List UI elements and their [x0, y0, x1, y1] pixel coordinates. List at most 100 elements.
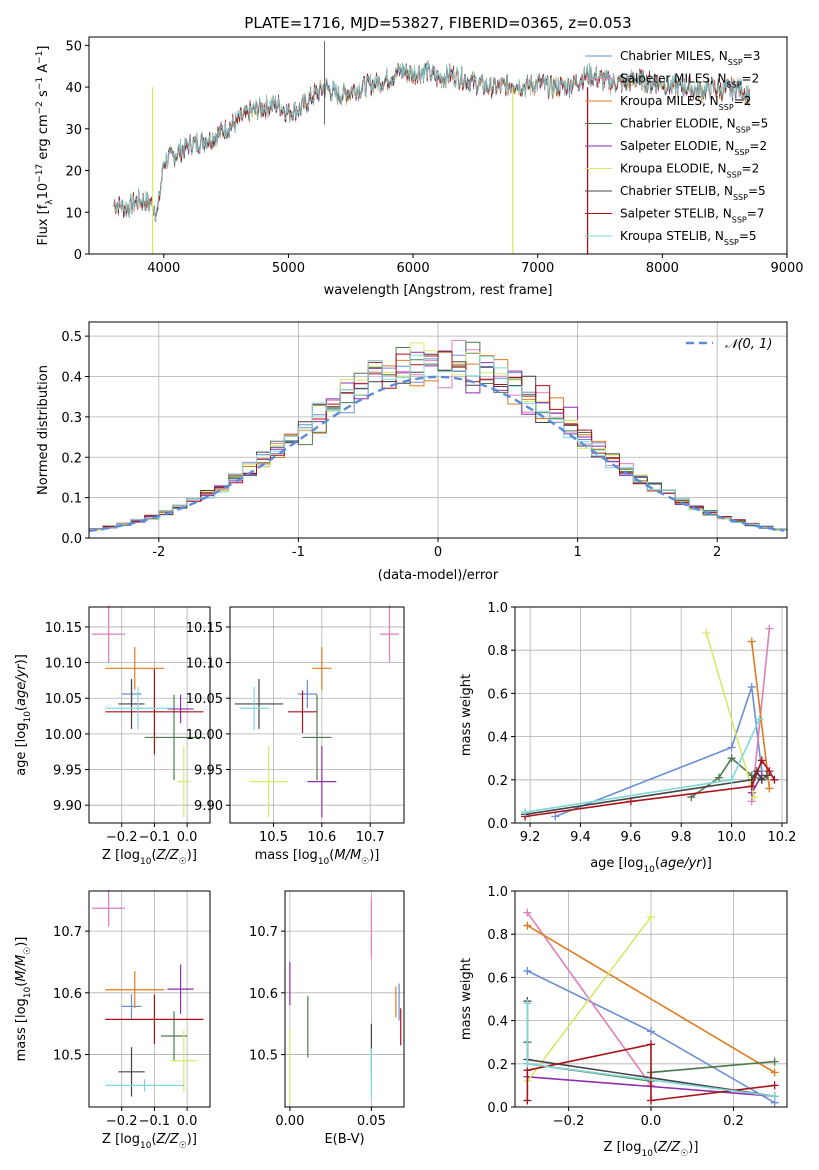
- y-tick-label: 10.7: [249, 925, 278, 940]
- y-tick-label: 10.05: [186, 692, 223, 707]
- x-axis-label: Z [log10(Z/Z☉)]: [102, 1132, 197, 1151]
- weight-point-marker: [727, 743, 736, 752]
- x-axis-label: age [log10(age/yr)]: [590, 856, 712, 875]
- weight-point-marker: [757, 756, 766, 765]
- x-axis-label: (data-model)/error: [378, 568, 499, 583]
- x-tick-label: -2: [152, 545, 165, 560]
- weight-point-marker: [747, 782, 756, 791]
- weight-point-marker: [647, 1040, 655, 1049]
- weight-point-marker: [647, 1096, 655, 1105]
- y-tick-label: 0.4: [61, 371, 82, 386]
- weight-series-line: [524, 718, 761, 813]
- weight-point-marker: [702, 628, 711, 637]
- x-tick-label: −0.2: [106, 830, 138, 845]
- weight-point-marker: [757, 775, 766, 784]
- x-tick-label: 0.00: [275, 1114, 304, 1129]
- axes-frame: [88, 36, 788, 255]
- axes-frame: [88, 606, 211, 824]
- legend-label: Chabrier MILES, NSSP=3: [620, 49, 760, 67]
- x-tick-label: −0.2: [106, 1114, 138, 1129]
- normal-curve: [88, 375, 785, 533]
- y-tick-label: 30: [65, 123, 82, 138]
- y-tick-label: 10.15: [186, 621, 223, 636]
- x-tick-label: -1: [292, 545, 305, 560]
- weight-point-marker: [523, 908, 532, 917]
- y-tick-label: 10.6: [53, 987, 82, 1002]
- x-tick-label: 9.8: [671, 830, 692, 845]
- weight-point-marker: [765, 784, 774, 793]
- axes-frame: [284, 890, 405, 1108]
- legend-label: 𝒩(0, 1): [725, 337, 772, 352]
- x-tick-label: 8000: [646, 261, 679, 276]
- y-tick-label: 10.00: [45, 728, 82, 743]
- y-tick-label: 10.6: [249, 987, 278, 1002]
- weight-point-marker: [523, 966, 532, 975]
- weight-point-marker: [770, 775, 779, 784]
- weight-series-line: [750, 641, 771, 789]
- x-tick-label: 0.05: [357, 1114, 386, 1129]
- y-axis-label: Flux [fλ10−17 erg cm−2 s−1 A−1]: [35, 46, 55, 246]
- y-tick-label: 10.15: [45, 621, 82, 636]
- weight-point-marker: [647, 912, 655, 921]
- x-tick-label: 0.2: [723, 1114, 744, 1129]
- y-tick-label: 0.0: [61, 532, 82, 547]
- y-tick-label: 1.0: [487, 885, 508, 900]
- y-tick-label: 0.5: [61, 330, 82, 345]
- weight-series-line: [526, 924, 776, 1074]
- x-tick-label: 10.0: [717, 830, 746, 845]
- weight-point-marker: [727, 754, 736, 763]
- x-axis-label: E(B-V): [324, 1132, 364, 1147]
- weight-series-line: [555, 686, 763, 818]
- weight_vs_Z-axes: −0.2 0.0 0.2 0.0 0.2 0.4 0.6 0.8 1.0: [487, 885, 788, 1129]
- x-tick-label: 0.0: [641, 1114, 662, 1129]
- weight-point-marker: [750, 793, 759, 802]
- y-axis-label: mass [log10(M/M☉)]: [14, 937, 33, 1062]
- x-tick-label: −0.2: [553, 1114, 585, 1129]
- weight-point-marker: [521, 808, 530, 817]
- weight-series-line: [526, 916, 652, 1082]
- legend-label: Kroupa STELIB, NSSP=5: [620, 229, 757, 247]
- weight-point-marker: [770, 1068, 779, 1077]
- x-tick-label: −0.1: [139, 830, 171, 845]
- y-tick-label: 9.95: [194, 764, 223, 779]
- x-tick-label: 9000: [770, 261, 803, 276]
- weight-point-marker: [727, 775, 736, 784]
- weight-point-marker: [523, 921, 532, 930]
- y-tick-label: 0.2: [487, 1058, 508, 1073]
- y-tick-label: 0.0: [487, 1101, 508, 1116]
- y-tick-label: 40: [65, 81, 82, 96]
- x-tick-label: 9.6: [621, 830, 642, 845]
- y-tick-label: 0.0: [487, 817, 508, 832]
- weight-series-line: [705, 632, 756, 798]
- legend-label: Chabrier ELODIE, NSSP=5: [620, 117, 768, 135]
- y-tick-label: 9.95: [53, 764, 82, 779]
- histogram-series: [89, 354, 787, 532]
- y-tick-label: 10.5: [53, 1049, 82, 1064]
- chart-title: PLATE=1716, MJD=53827, FIBERID=0365, z=0…: [244, 14, 631, 32]
- y-tick-label: 9.90: [53, 799, 82, 814]
- axes-frame: [88, 321, 788, 539]
- weight-point-marker: [755, 715, 764, 724]
- legend-label: Salpeter ELODIE, NSSP=2: [620, 139, 767, 157]
- weight-series-line: [524, 758, 776, 818]
- weight-point-marker: [523, 1059, 532, 1068]
- y-axis-label: mass weight: [459, 958, 474, 1040]
- x-tick-label: 10.7: [356, 830, 385, 845]
- x-axis-label: wavelength [Angstrom, rest frame]: [324, 283, 553, 298]
- legend-label: Salpeter MILES, NSSP=2: [620, 72, 759, 90]
- mass_vs_ebv-axes: 0.00 0.05 10.5 10.6 10.7: [249, 890, 405, 1129]
- x-tick-label: 5000: [272, 261, 305, 276]
- weight-point-marker: [762, 771, 771, 780]
- x-tick-label: 2: [713, 545, 721, 560]
- weight-point-marker: [747, 797, 756, 806]
- weight-point-marker: [765, 624, 774, 633]
- y-tick-label: 10.10: [45, 657, 82, 672]
- x-tick-label: 10.6: [307, 830, 336, 845]
- x-tick-label: 9.2: [520, 830, 541, 845]
- spectrum-axes: 4000 5000 6000 7000 8000 9000 0 10 20 30 40 50: [65, 36, 804, 276]
- x-tick-label: 10.5: [259, 830, 288, 845]
- y-tick-label: 0.8: [487, 644, 508, 659]
- y-tick-label: 0.2: [61, 451, 82, 466]
- y-tick-label: 9.90: [194, 799, 223, 814]
